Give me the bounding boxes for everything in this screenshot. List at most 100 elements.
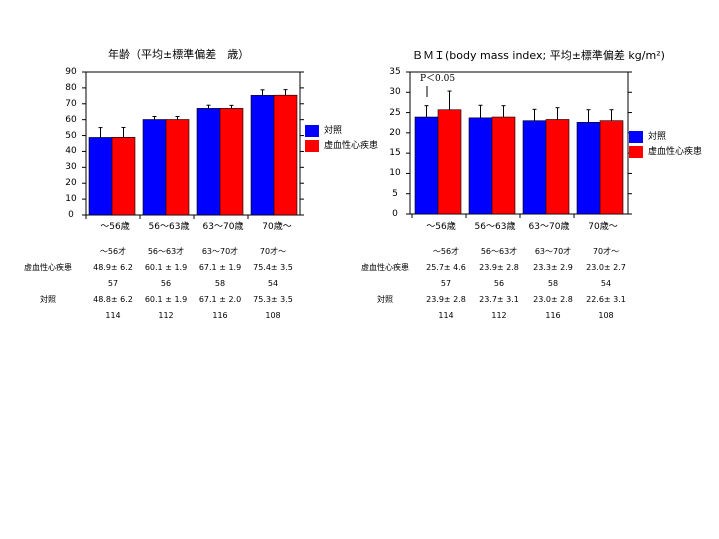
bar-control <box>142 119 167 216</box>
x-tick-label: ～56歳 <box>100 222 130 232</box>
x-tick-label: 56～63歳 <box>474 222 516 232</box>
bar-disease <box>491 116 516 215</box>
table-header: 56～63才 <box>147 247 185 256</box>
table-header: 70才～ <box>259 247 287 256</box>
table-header: 63～70才 <box>201 247 239 256</box>
y-tick-label: 20 <box>389 127 401 138</box>
table-row-label: 虚血性心疾患 <box>24 263 72 272</box>
table-cell: 57 <box>107 279 119 288</box>
legend-swatch <box>629 131 643 143</box>
table-cell: 112 <box>491 311 507 320</box>
legend-label: 虚血性心疾患 <box>648 147 703 157</box>
bar-control <box>414 116 439 215</box>
y-tick-label: 25 <box>389 107 401 118</box>
y-tick-label: 40 <box>65 146 77 157</box>
legend-label: 対照 <box>648 132 667 142</box>
table-cell: 116 <box>212 311 228 320</box>
table-cell: 58 <box>547 279 559 288</box>
bar-control <box>196 108 221 216</box>
y-tick-label: 70 <box>65 98 77 109</box>
y-tick-label: 10 <box>389 168 401 179</box>
table-cell: 48.8± 6.2 <box>93 295 133 304</box>
legend-disease-bmi: 虚血性心疾患 <box>629 146 702 158</box>
y-tick-label: 60 <box>65 114 77 125</box>
bar-control <box>522 120 547 215</box>
table-cell: 108 <box>598 311 614 320</box>
table-cell: 54 <box>600 279 612 288</box>
legend-disease-age: 虚血性心疾患 <box>305 140 378 152</box>
x-tick-label: 70歳～ <box>262 222 292 232</box>
bar-disease <box>437 109 462 215</box>
table-cell: 75.4± 3.5 <box>253 263 293 272</box>
table-cell: 23.7± 3.1 <box>479 295 519 304</box>
table-cell: 23.0± 2.8 <box>533 295 573 304</box>
bar-disease <box>545 119 570 215</box>
table-cell: 60.1 ± 1.9 <box>144 263 188 272</box>
y-tick-label: 80 <box>65 82 77 93</box>
legend-control-bmi: 対照 <box>629 131 666 143</box>
table-cell: 114 <box>105 311 121 320</box>
x-tick-label: ～56歳 <box>426 222 456 232</box>
table-header: ～56才 <box>99 247 127 256</box>
table-cell: 56 <box>160 279 172 288</box>
bar-disease <box>219 108 244 216</box>
table-cell: 25.7± 4.6 <box>426 263 466 272</box>
table-cell: 108 <box>265 311 281 320</box>
y-tick-label: 5 <box>392 188 398 199</box>
legend-label: 対照 <box>324 126 343 136</box>
y-tick-label: 30 <box>65 162 77 173</box>
table-cell: 58 <box>214 279 226 288</box>
bar-control <box>250 95 275 216</box>
table-cell: 23.3± 2.9 <box>533 263 573 272</box>
bar-control <box>88 137 113 216</box>
table-cell: 56 <box>493 279 505 288</box>
bar-disease <box>273 94 298 216</box>
plot-frame <box>85 71 301 216</box>
table-header: 56～63才 <box>480 247 518 256</box>
table-cell: 67.1 ± 2.0 <box>198 295 242 304</box>
y-tick-label: 0 <box>68 210 74 220</box>
x-tick-label: 70歳～ <box>588 222 618 232</box>
x-tick-label: 63～70歳 <box>202 222 244 232</box>
y-tick-label: 0 <box>392 209 398 219</box>
table-cell: 23.9± 2.8 <box>479 263 519 272</box>
table-header: ～56才 <box>432 247 460 256</box>
table-cell: 60.1 ± 1.9 <box>144 295 188 304</box>
y-tick-label: 10 <box>65 194 77 205</box>
table-cell: 57 <box>440 279 452 288</box>
y-tick-label: 20 <box>65 178 77 189</box>
bar-disease <box>165 119 190 216</box>
bar-disease <box>599 120 624 215</box>
table-cell: 114 <box>438 311 454 320</box>
legend-control-age: 対照 <box>305 125 342 137</box>
table-cell: 67.1 ± 1.9 <box>198 263 242 272</box>
legend-label: 虚血性心疾患 <box>324 141 379 151</box>
y-tick-label: 90 <box>65 67 77 77</box>
x-tick-label: 63～70歳 <box>528 222 570 232</box>
chart-title-bmi: ＢＭＩ(body mass index; 平均±標準偏差 kg/m²) <box>412 49 665 62</box>
table-row-label: 対照 <box>377 295 393 304</box>
table-header: 63～70才 <box>534 247 572 256</box>
bar-control <box>468 117 493 215</box>
chart-title-age: 年齢（平均±標準偏差 歳） <box>108 48 250 61</box>
legend-swatch <box>305 125 319 137</box>
bar-disease <box>111 137 136 216</box>
table-cell: 22.6± 3.1 <box>586 295 626 304</box>
table-cell: 23.0± 2.7 <box>586 263 626 272</box>
table-cell: 54 <box>267 279 279 288</box>
table-row-label: 虚血性心疾患 <box>361 263 409 272</box>
y-tick-label: 15 <box>389 148 401 159</box>
plot-frame <box>409 71 629 215</box>
bar-control <box>576 122 601 215</box>
table-cell: 112 <box>158 311 174 320</box>
table-cell: 48.9± 6.2 <box>93 263 133 272</box>
table-cell: 75.3± 3.5 <box>253 295 293 304</box>
y-tick-label: 50 <box>65 130 77 141</box>
y-tick-label: 30 <box>389 87 401 98</box>
table-cell: 23.9± 2.8 <box>426 295 466 304</box>
table-cell: 116 <box>545 311 561 320</box>
legend-swatch <box>305 140 319 152</box>
y-tick-label: 35 <box>389 67 401 77</box>
legend-swatch <box>629 146 643 158</box>
